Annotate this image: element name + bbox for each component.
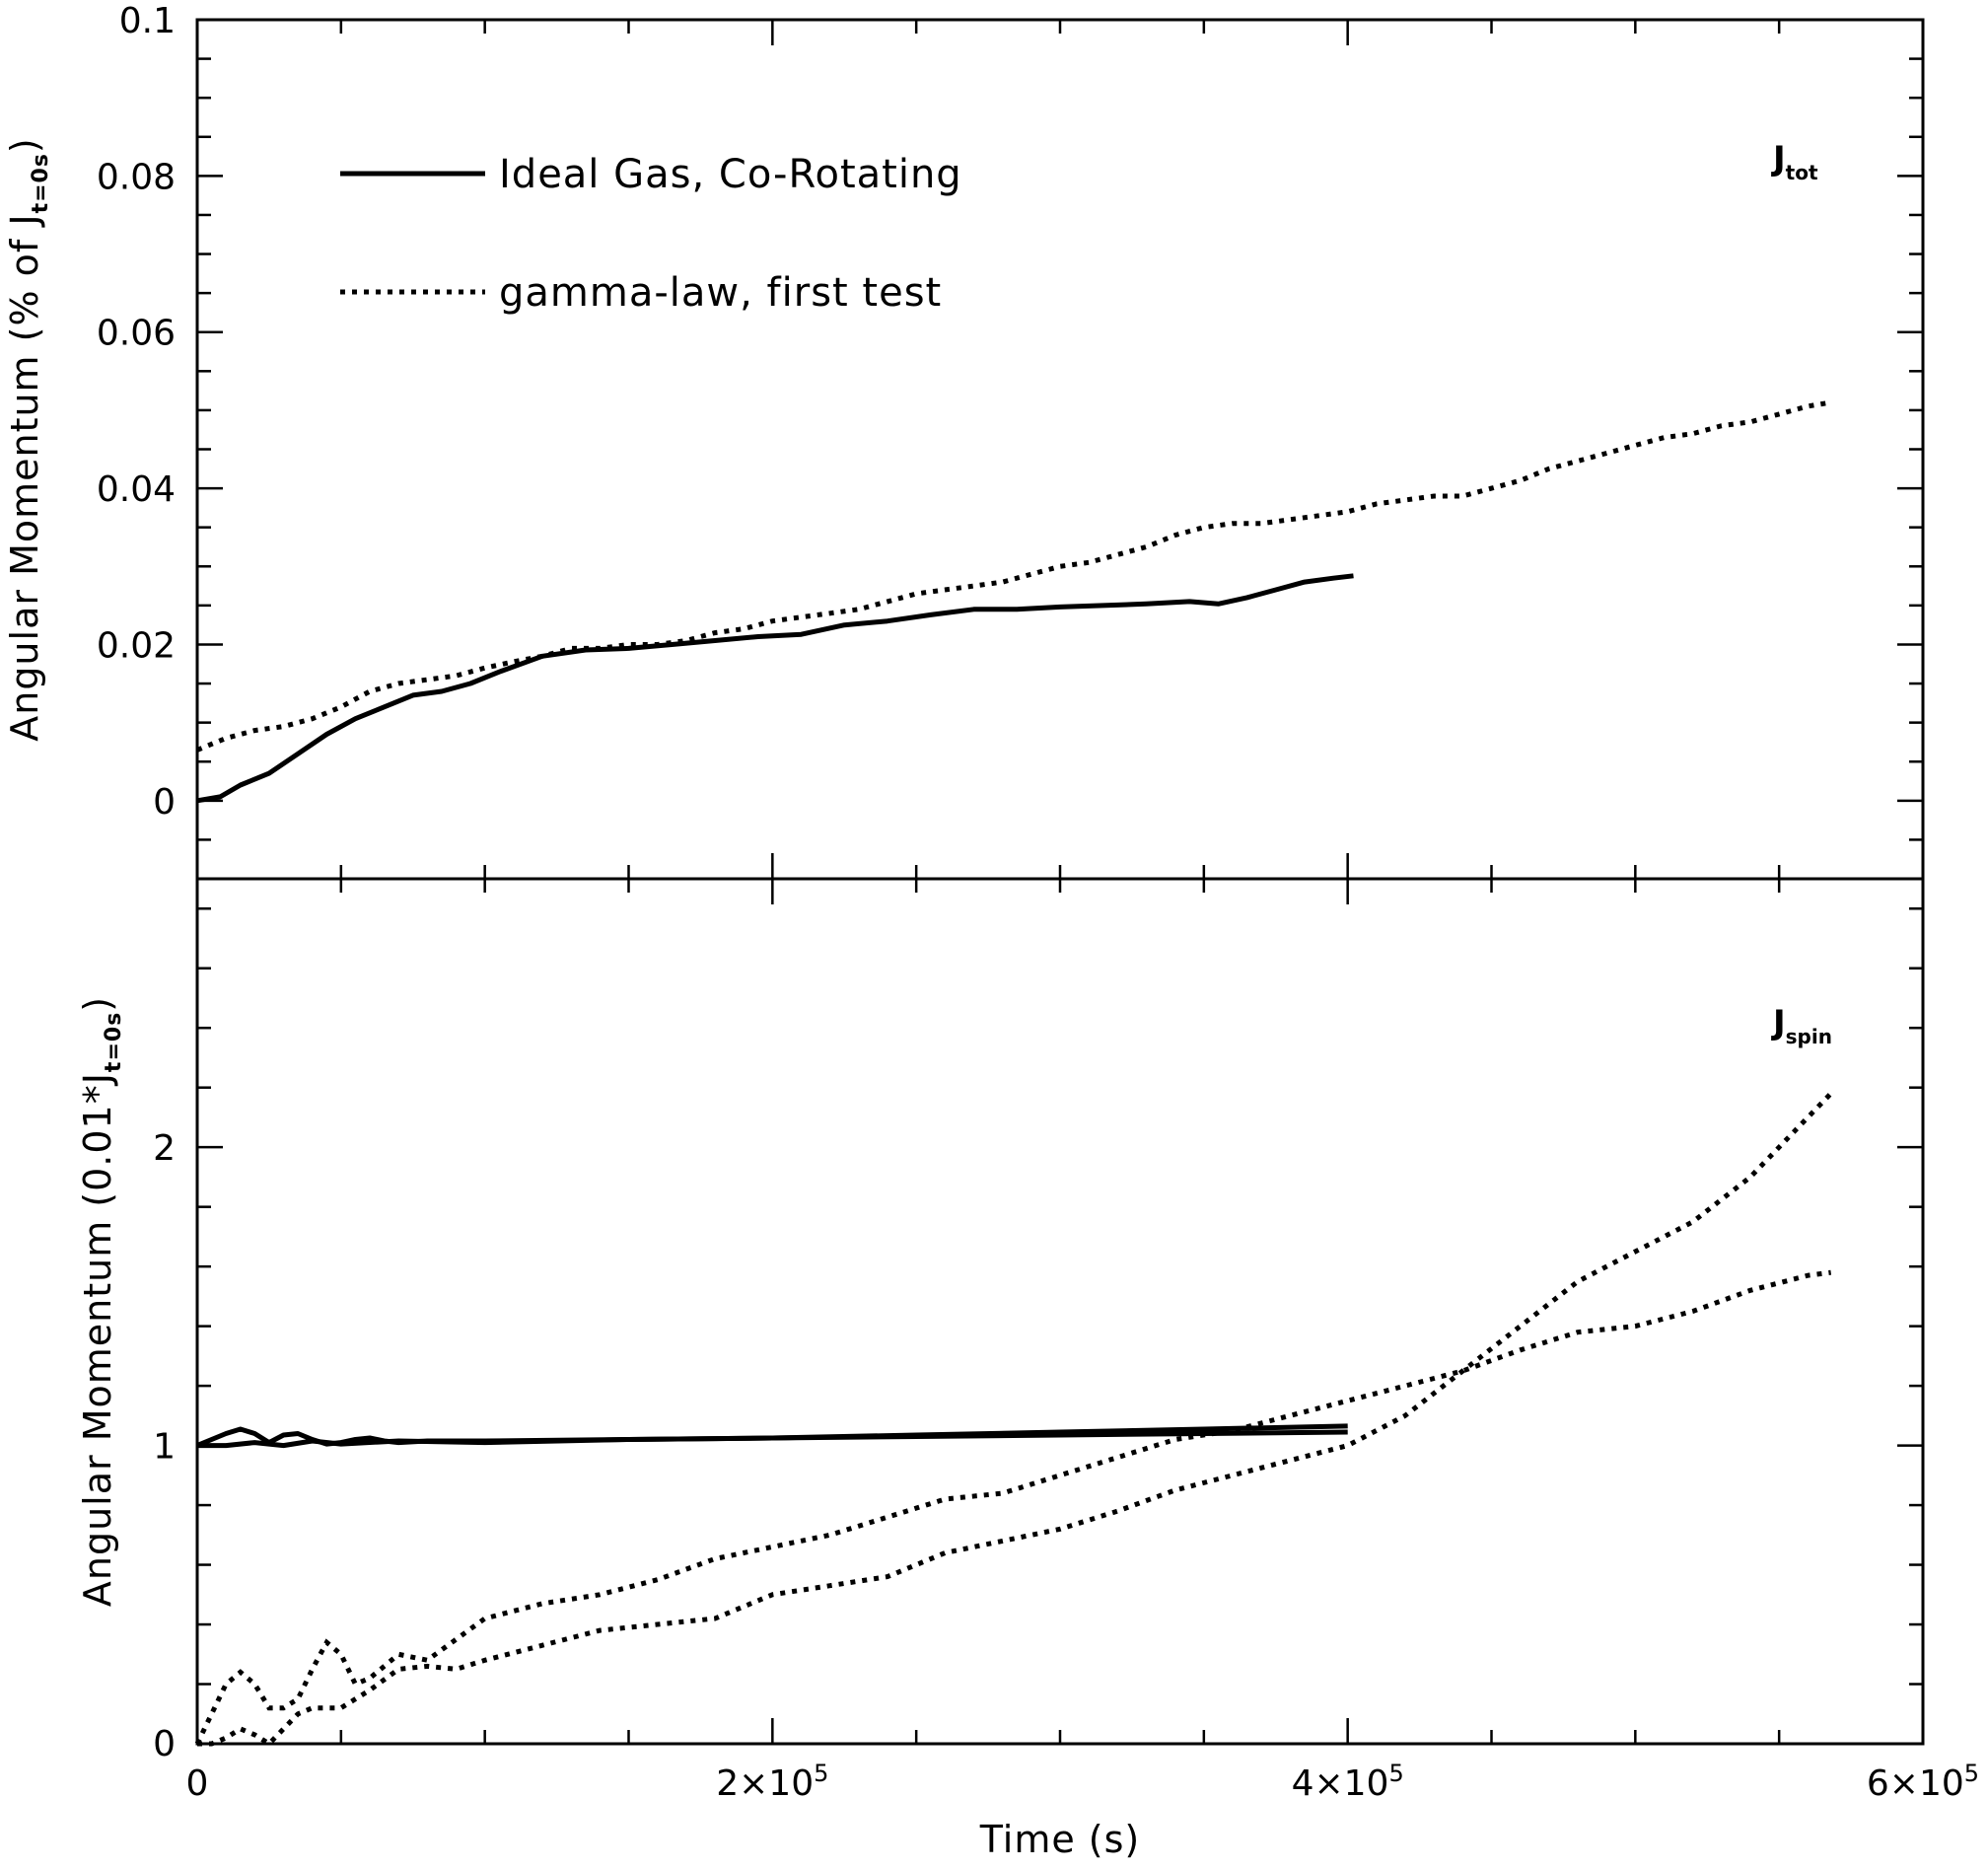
top-plot-frame — [195, 18, 1925, 881]
bottom-series-4-line — [197, 1091, 1833, 1748]
y-tick-label: 0.08 — [97, 157, 176, 197]
bottom-series-3-line — [194, 1269, 1832, 1746]
bottom-panel: 0 1 2 0 2×105 4×105 6×105 Angular Momentum (0.0… — [76, 877, 1979, 1861]
x-tick-label: 0 — [186, 1763, 209, 1804]
y-tick-label: 2 — [153, 1128, 176, 1169]
y-tick-label: 0.02 — [97, 625, 176, 666]
y-tick-label: 0 — [153, 782, 176, 823]
y-tick-label: 1 — [153, 1427, 176, 1468]
y-tick-label: 0 — [153, 1724, 176, 1764]
x-axis-title: Time (s) — [979, 1818, 1141, 1861]
bottom-y-axis-title: Angular Momentum (0.01*Jt=0s) — [76, 996, 126, 1607]
x-tick-label: 6×105 — [1867, 1760, 1979, 1804]
legend-label-2: gamma-law, first test — [499, 270, 942, 316]
top-panel-tag: Jtot — [1771, 139, 1818, 184]
bottom-plot-frame — [195, 877, 1925, 1746]
top-y-axis-title: Angular Momentum (% of Jt=0s) — [3, 137, 53, 742]
legend-label-1: Ideal Gas, Co-Rotating — [499, 152, 962, 197]
y-tick-label: 0.06 — [97, 314, 176, 354]
top-series-1-line — [196, 573, 1354, 804]
bottom-panel-tag: Jspin — [1771, 1003, 1832, 1048]
y-tick-label: 0.1 — [119, 1, 176, 41]
bottom-series-2-line — [197, 1423, 1348, 1449]
x-tick-label: 4×105 — [1292, 1760, 1404, 1804]
top-panel: 0 0.02 0.04 0.06 0.08 0.1 Angular Momentum (% … — [3, 1, 1925, 881]
x-tick-label: 2×105 — [716, 1760, 828, 1804]
y-tick-label: 0.04 — [97, 469, 176, 510]
top-series-2-line — [196, 399, 1832, 753]
